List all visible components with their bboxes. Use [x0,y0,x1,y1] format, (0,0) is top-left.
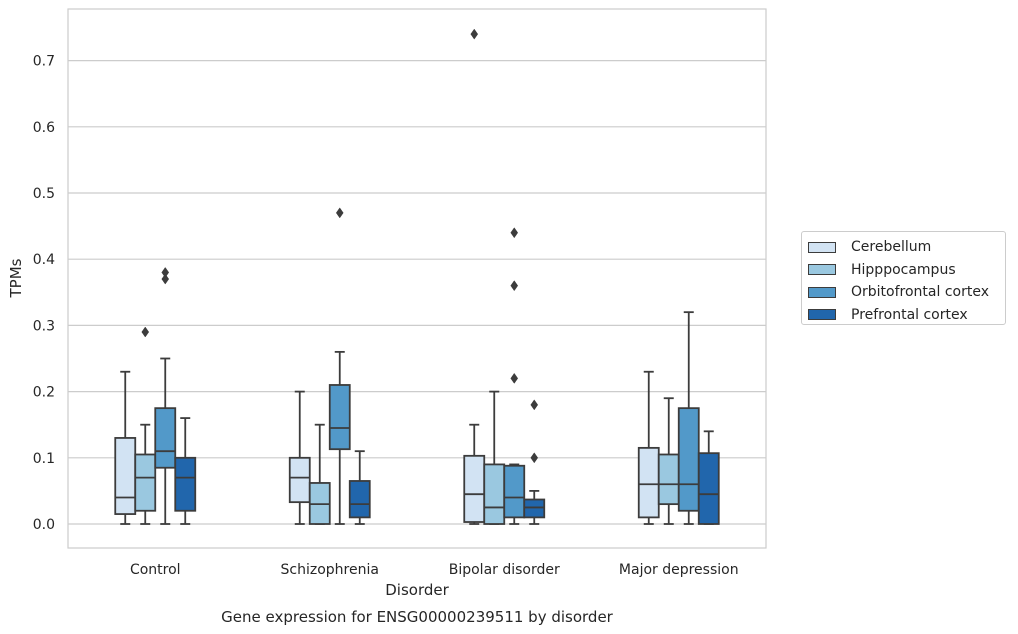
x-axis-label: Disorder [385,581,449,599]
y-tick-label: 0.6 [33,120,55,136]
box-body [328,384,351,451]
legend-swatch [808,241,836,253]
outlier-point [161,273,170,285]
outlier-point [510,372,519,384]
box-body [657,453,680,506]
outlier-point [510,227,519,239]
box-cerebellum [288,390,311,525]
legend-item-prefrontal-cortex: Prefrontal cortex [808,304,1005,327]
box-cerebellum [637,370,660,525]
box-body [483,463,506,525]
y-axis-label: TPMs [7,258,25,298]
box-hipppocampus [134,326,157,525]
outlier-point [510,280,519,292]
y-tick-labels: 0.0 0.1 0.2 0.3 0.4 0.5 0.6 0.7 [33,54,55,533]
legend-swatch [808,309,836,321]
x-tick-label: Major depression [619,562,739,578]
outlier-point [335,207,344,219]
box-orbitofrontal-cortex [154,267,177,525]
box-cerebellum [114,370,137,525]
legend: Cerebellum Hipppocampus Orbitofrontal co… [801,231,1006,325]
box-orbitofrontal-cortex [328,207,351,525]
box-body [503,464,526,519]
box-body [637,446,660,519]
boxes [114,28,720,525]
legend-label: Prefrontal cortex [851,306,968,323]
y-tick-label: 0.3 [33,318,55,334]
legend-label: Hipppocampus [851,261,956,278]
legend-item-orbitofrontal-cortex: Orbitofrontal cortex [808,281,1005,304]
y-tick-label: 0.1 [33,451,55,467]
outlier-point [530,399,539,411]
box-prefrontal-cortex [174,417,197,525]
legend-item-cerebellum: Cerebellum [808,236,1005,259]
x-tick-label: Bipolar disorder [449,562,560,578]
outlier-point [141,326,150,338]
legend-label: Orbitofrontal cortex [851,284,989,301]
box-body [697,452,720,525]
x-tick-labels: Control Schizophrenia Bipolar disorder Majo… [130,562,739,578]
outlier-point [530,452,539,464]
y-tick-label: 0.5 [33,186,55,202]
box-prefrontal-cortex [348,450,371,525]
box-body [677,407,700,512]
y-tick-label: 0.0 [33,517,55,533]
legend-item-hippocampus: Hipppocampus [808,259,1005,282]
box-orbitofrontal-cortex [677,311,700,525]
box-prefrontal-cortex [697,430,720,525]
legend-swatch [808,286,836,298]
y-tick-label: 0.7 [33,54,55,70]
box-body [348,480,371,519]
x-tick-label: Schizophrenia [281,562,379,578]
x-tick-label: Control [130,562,181,578]
box-body [174,456,197,512]
box-body [154,407,177,469]
box-body [134,453,157,512]
y-tick-label: 0.2 [33,385,55,401]
chart-title: Gene expression for ENSG00000239511 by d… [221,608,614,626]
box-prefrontal-cortex [523,399,546,525]
box-hipppocampus [308,423,331,525]
box-body [288,456,311,504]
legend-label: Cerebellum [851,239,932,256]
legend-swatch [808,264,836,276]
box-body [463,454,486,523]
outlier-point [470,28,479,40]
box-body [523,498,546,519]
box-orbitofrontal-cortex [503,227,526,525]
y-tick-label: 0.4 [33,252,55,268]
box-body [114,437,137,515]
